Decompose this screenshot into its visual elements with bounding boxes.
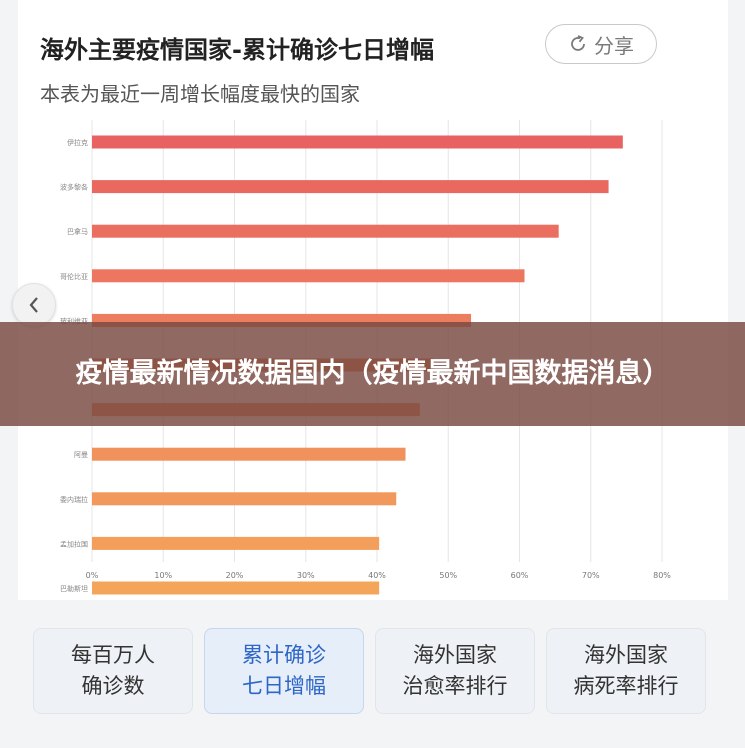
bar-chart: 0% 10% 20% 30% 40% 50% 60% 70% 80% 伊拉克波多黎各巴拿马哥伦比亚… (60, 120, 671, 595)
x-tick-label: 20% (226, 571, 244, 580)
y-category-label: 委内瑞拉 (60, 495, 88, 504)
y-category-label: 哥伦比亚 (60, 272, 88, 281)
previous-button[interactable] (12, 283, 56, 327)
bar (92, 224, 559, 238)
y-category-label: 波多黎各 (60, 183, 88, 192)
headline-text: 疫情最新情况数据国内（疫情最新中国数据消息） (75, 358, 670, 389)
x-tick-label: 10% (154, 571, 172, 580)
y-category-label: 巴勒斯坦 (60, 584, 88, 593)
tab-label: 海外国家 治愈率排行 (402, 643, 508, 698)
page-title: 海外主要疫情国家-累计确诊七日增幅 (40, 36, 434, 64)
tab-bar: 每百万人 确诊数 累计确诊 七日增幅 海外国家 治愈率排行 海外国家 病死率排行 (33, 628, 713, 718)
y-category-label: 阿曼 (74, 450, 88, 459)
bar (92, 447, 406, 461)
x-tick-label: 50% (439, 571, 457, 580)
x-tick-label: 30% (297, 571, 315, 580)
x-tick-label: 0% (86, 571, 99, 580)
y-category-label: 伊拉克 (67, 138, 88, 147)
tab-label: 每百万人 确诊数 (71, 643, 155, 698)
y-category-label: 玻利维亚 (60, 316, 88, 325)
bar (92, 492, 397, 506)
x-tick-label: 40% (368, 571, 386, 580)
y-category-label: 孟加拉国 (60, 539, 88, 548)
x-tick-label: 60% (511, 571, 529, 580)
tab-label: 海外国家 病死率排行 (573, 643, 679, 698)
tab-label: 累计确诊 七日增幅 (242, 643, 326, 698)
x-tick-label: 70% (582, 571, 600, 580)
y-category-label: 巴拿马 (67, 227, 88, 236)
bar (92, 581, 380, 595)
tab-recovery-rate[interactable]: 海外国家 治愈率排行 (375, 628, 535, 714)
bar (92, 135, 623, 149)
tab-cases-per-million[interactable]: 每百万人 确诊数 (33, 628, 193, 714)
share-icon (571, 35, 585, 51)
bar (92, 536, 380, 550)
headline-banner: 疫情最新情况数据国内（疫情最新中国数据消息） (0, 322, 745, 426)
share-button[interactable]: 分享 (545, 24, 657, 64)
bar (92, 180, 609, 194)
page-subtitle: 本表为最近一周增长幅度最快的国家 (40, 82, 360, 106)
share-label: 分享 (594, 33, 634, 58)
tab-fatality-rate[interactable]: 海外国家 病死率排行 (546, 628, 706, 714)
tab-seven-day-growth[interactable]: 累计确诊 七日增幅 (204, 628, 364, 714)
x-tick-label: 80% (653, 571, 671, 580)
chevron-left-icon (29, 297, 38, 313)
bar (92, 269, 525, 283)
